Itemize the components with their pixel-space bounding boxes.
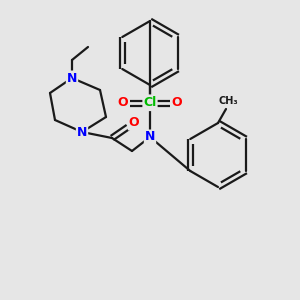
Text: N: N [67,71,77,85]
Text: O: O [118,97,128,110]
Text: O: O [129,116,139,130]
Text: S: S [145,96,155,110]
Text: N: N [77,125,87,139]
Text: N: N [145,130,155,143]
Text: Cl: Cl [143,95,157,109]
Text: O: O [172,97,182,110]
Text: CH₃: CH₃ [218,96,238,106]
